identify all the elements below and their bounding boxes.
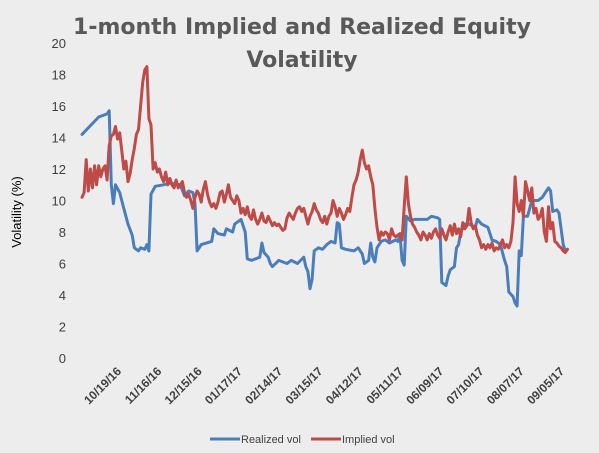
chart-title-line-2: Volatility [246,48,357,73]
y-tick-label: 0 [59,351,66,366]
series-layer [80,65,569,308]
y-tick-label: 8 [59,225,66,240]
y-axis-label: Volatility (%) [9,176,24,248]
y-tick-label: 20 [52,36,66,51]
series-line-realized-vol [80,109,569,308]
y-axis-ticks: 0 2 4 6 8 10 12 14 16 18 20 [52,36,66,366]
legend: Realized vol Implied vol [210,434,395,446]
y-tick-label: 10 [52,194,66,209]
chart-title-line-1: 1-month Implied and Realized Equity [73,15,531,40]
y-tick-label: 12 [52,162,66,177]
y-tick-label: 14 [52,131,66,146]
y-tick-label: 4 [59,288,66,303]
series-line-implied-vol [80,65,569,254]
legend-label-realized-vol: Realized vol [241,434,301,446]
y-tick-label: 6 [59,257,66,272]
legend-label-implied-vol: Implied vol [342,434,395,446]
y-tick-label: 18 [52,68,66,83]
y-tick-label: 16 [52,99,66,114]
y-tick-label: 2 [59,320,66,335]
